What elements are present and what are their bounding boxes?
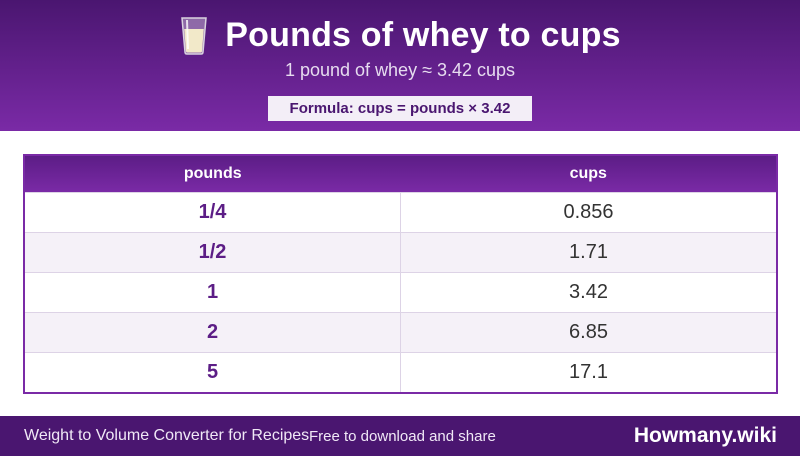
table-row: 2 6.85 <box>25 311 776 352</box>
footer-share-text: Free to download and share <box>309 428 496 445</box>
table-header-row: pounds cups <box>25 156 776 192</box>
subtitle: 1 pound of whey ≈ 3.42 cups <box>284 60 516 80</box>
table-row: 1/4 0.856 <box>25 191 776 232</box>
page-title: Pounds of whey to cups <box>225 15 621 54</box>
pounds-cell: 2 <box>25 311 401 352</box>
table-row: 5 17.1 <box>25 351 776 392</box>
cups-cell: 6.85 <box>400 311 776 352</box>
conversion-table: pounds cups 1/4 0.856 1/2 1.71 1 3.42 2 … <box>23 154 778 394</box>
milk-glass-icon <box>181 17 208 55</box>
formula-badge: Formula: cups = pounds × 3.42 <box>268 96 532 121</box>
table-row: 1/2 1.71 <box>25 231 776 272</box>
footer-tagline: Weight to Volume Converter for Recipes <box>24 427 310 444</box>
cups-cell: 17.1 <box>400 351 776 392</box>
cups-cell: 1.71 <box>400 231 776 272</box>
brand-logo-text[interactable]: Howmany.wiki <box>633 424 777 447</box>
pounds-cell: 5 <box>25 351 401 392</box>
column-header-pounds: pounds <box>25 156 401 192</box>
pounds-cell: 1/2 <box>25 231 401 272</box>
title-row: Pounds of whey to cups <box>0 13 800 57</box>
column-header-cups: cups <box>400 156 776 192</box>
cups-cell: 3.42 <box>400 271 776 312</box>
pounds-cell: 1/4 <box>25 191 401 232</box>
cups-cell: 0.856 <box>400 191 776 232</box>
pounds-cell: 1 <box>25 271 401 312</box>
header: Pounds of whey to cups 1 pound of whey ≈… <box>0 0 800 131</box>
footer: Weight to Volume Converter for Recipes F… <box>0 416 800 456</box>
table-row: 1 3.42 <box>25 271 776 312</box>
